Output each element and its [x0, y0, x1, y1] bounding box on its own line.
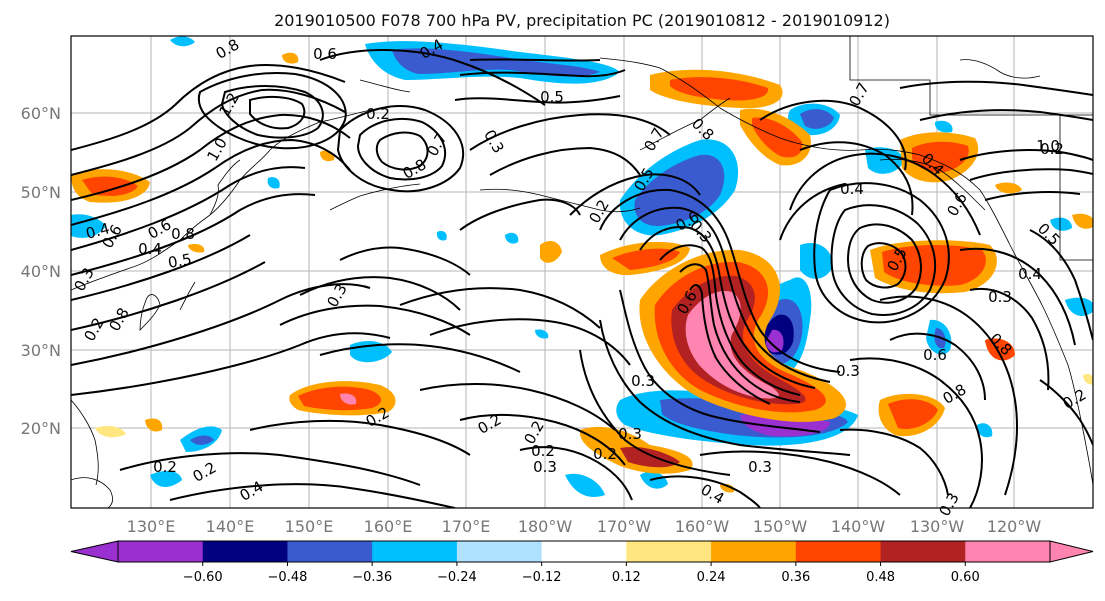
colorbar-label: −0.60: [183, 570, 223, 585]
contour-label-text: 0.4: [84, 219, 112, 243]
colorbar-cell: [795, 541, 882, 562]
colorbar-cell: [965, 541, 1051, 562]
contour-label: 1.0: [1036, 137, 1060, 155]
colorbar-label: −0.48: [268, 570, 308, 585]
contour-label-text: 0.2: [531, 442, 555, 460]
contour-label: 0.2: [366, 105, 390, 123]
map-frame: [70, 35, 1094, 509]
colorbar-labels: −0.60 −0.48 −0.36 −0.24 −0.12 0.12 0.24 0.36 0.4…: [183, 562, 980, 585]
lat-label-50n: 50°N: [21, 183, 61, 202]
lon-label-170w: 170°W: [597, 517, 652, 536]
colorbar-extend-high: [1049, 540, 1094, 563]
contour-label-text: 0.2: [593, 445, 617, 463]
colorbar-cell: [880, 541, 966, 562]
colorbar-cell: [541, 541, 627, 562]
lon-label-160e: 160°E: [364, 517, 413, 536]
colorbar-label: 0.48: [866, 570, 895, 585]
lon-label-150e: 150°E: [285, 517, 334, 536]
latitude-labels: 60°N 50°N 40°N 30°N 20°N: [21, 104, 61, 438]
colorbar-extend-low: [70, 540, 119, 563]
colorbar-label: −0.24: [437, 570, 477, 585]
contour-label: 0.4: [84, 219, 112, 243]
colorbar-cell: [626, 541, 712, 562]
lon-label-170e: 170°E: [442, 517, 491, 536]
colorbar-label: 0.24: [697, 570, 726, 585]
lon-label-130w: 130°W: [910, 517, 965, 536]
contour-label: 0.3: [836, 362, 860, 380]
positive-shading: [71, 52, 1093, 493]
longitude-labels: 130°E 140°E 150°E 160°E 170°E 180°W 170°…: [127, 517, 1042, 536]
contour-label-text: 0.3: [533, 458, 557, 476]
lat-label-60n: 60°N: [21, 104, 61, 123]
contour-label: 0.4: [138, 240, 162, 258]
contour-label-text: 0.6: [923, 346, 947, 364]
contour-label-text: 0.5: [167, 250, 194, 272]
contour-label-text: 0.6: [313, 45, 337, 63]
pv-contours: [71, 49, 1093, 508]
contour-label: 0.2: [1040, 140, 1064, 158]
contour-label-text: 0.3: [618, 425, 642, 443]
colorbar-cell: [456, 541, 543, 562]
lat-label-20n: 20°N: [21, 419, 61, 438]
contour-label: 0.3: [748, 458, 772, 476]
contour-label-text: 0.4: [1018, 265, 1042, 283]
contour-label: 0.3: [988, 288, 1012, 306]
contour-label-text: 1.0: [1036, 137, 1060, 155]
contour-label-text: 0.2: [1040, 140, 1064, 158]
contour-label: 0.2: [531, 442, 555, 460]
contour-label-text: 0.2: [366, 105, 390, 123]
contour-label: 0.5: [167, 250, 194, 272]
colorbar-cell: [118, 541, 204, 562]
colorbar-label: −0.36: [352, 570, 392, 585]
colorbar-label: 0.36: [781, 570, 810, 585]
colorbar-outline: [117, 540, 1051, 563]
colorbar-cells: [70, 540, 1094, 563]
contour-label: 0.3: [618, 425, 642, 443]
lat-label-30n: 30°N: [21, 341, 61, 360]
contour-label-text: 0.2: [153, 458, 177, 476]
contour-label-text: 0.4: [138, 240, 162, 258]
contour-label: 0.8: [171, 225, 195, 243]
colorbar-cell: [202, 541, 288, 562]
colorbar: −0.60 −0.48 −0.36 −0.24 −0.12 0.12 0.24 0.36 0.4…: [70, 540, 1094, 585]
contour-label-text: 0.4: [840, 180, 864, 198]
colorbar-label: −0.12: [522, 570, 562, 585]
lon-label-120w: 120°W: [987, 517, 1042, 536]
precipitation-shading: [71, 36, 1093, 497]
contour-label: 0.4: [840, 180, 864, 198]
contour-label-text: 0.3: [748, 458, 772, 476]
colorbar-cell: [372, 541, 458, 562]
coastlines: [71, 36, 1093, 508]
lat-label-40n: 40°N: [21, 262, 61, 281]
lon-label-160w: 160°W: [675, 517, 730, 536]
lon-label-140w: 140°W: [831, 517, 886, 536]
contour-label-text: 0.3: [631, 372, 655, 390]
colorbar-cell: [711, 541, 797, 562]
lon-label-150w: 150°W: [753, 517, 808, 536]
contour-label: 0.5: [540, 88, 564, 106]
lon-label-130e: 130°E: [127, 517, 176, 536]
contour-label: 0.2: [593, 445, 617, 463]
contour-label: 0.3: [533, 458, 557, 476]
lon-label-140e: 140°E: [206, 517, 255, 536]
contour-label: 0.4: [1018, 265, 1042, 283]
contour-label-text: 0.5: [540, 88, 564, 106]
contour-label: 0.6: [923, 346, 947, 364]
contour-label: 0.6: [313, 45, 337, 63]
colorbar-cell: [287, 541, 373, 562]
contour-label: 0.3: [631, 372, 655, 390]
contour-label-text: 0.3: [988, 288, 1012, 306]
contour-label-text: 0.8: [171, 225, 195, 243]
contour-label: 0.2: [153, 458, 177, 476]
colorbar-label: 0.60: [951, 570, 980, 585]
contour-label-text: 0.3: [836, 362, 860, 380]
figure-title: 2019010500 F078 700 hPa PV, precipitatio…: [274, 11, 890, 30]
map-panel: 0.80.60.20.30.80.60.80.40.41.21.00.80.7 0…: [21, 35, 1094, 536]
colorbar-label: 0.12: [612, 570, 641, 585]
lon-label-180w: 180°W: [518, 517, 573, 536]
